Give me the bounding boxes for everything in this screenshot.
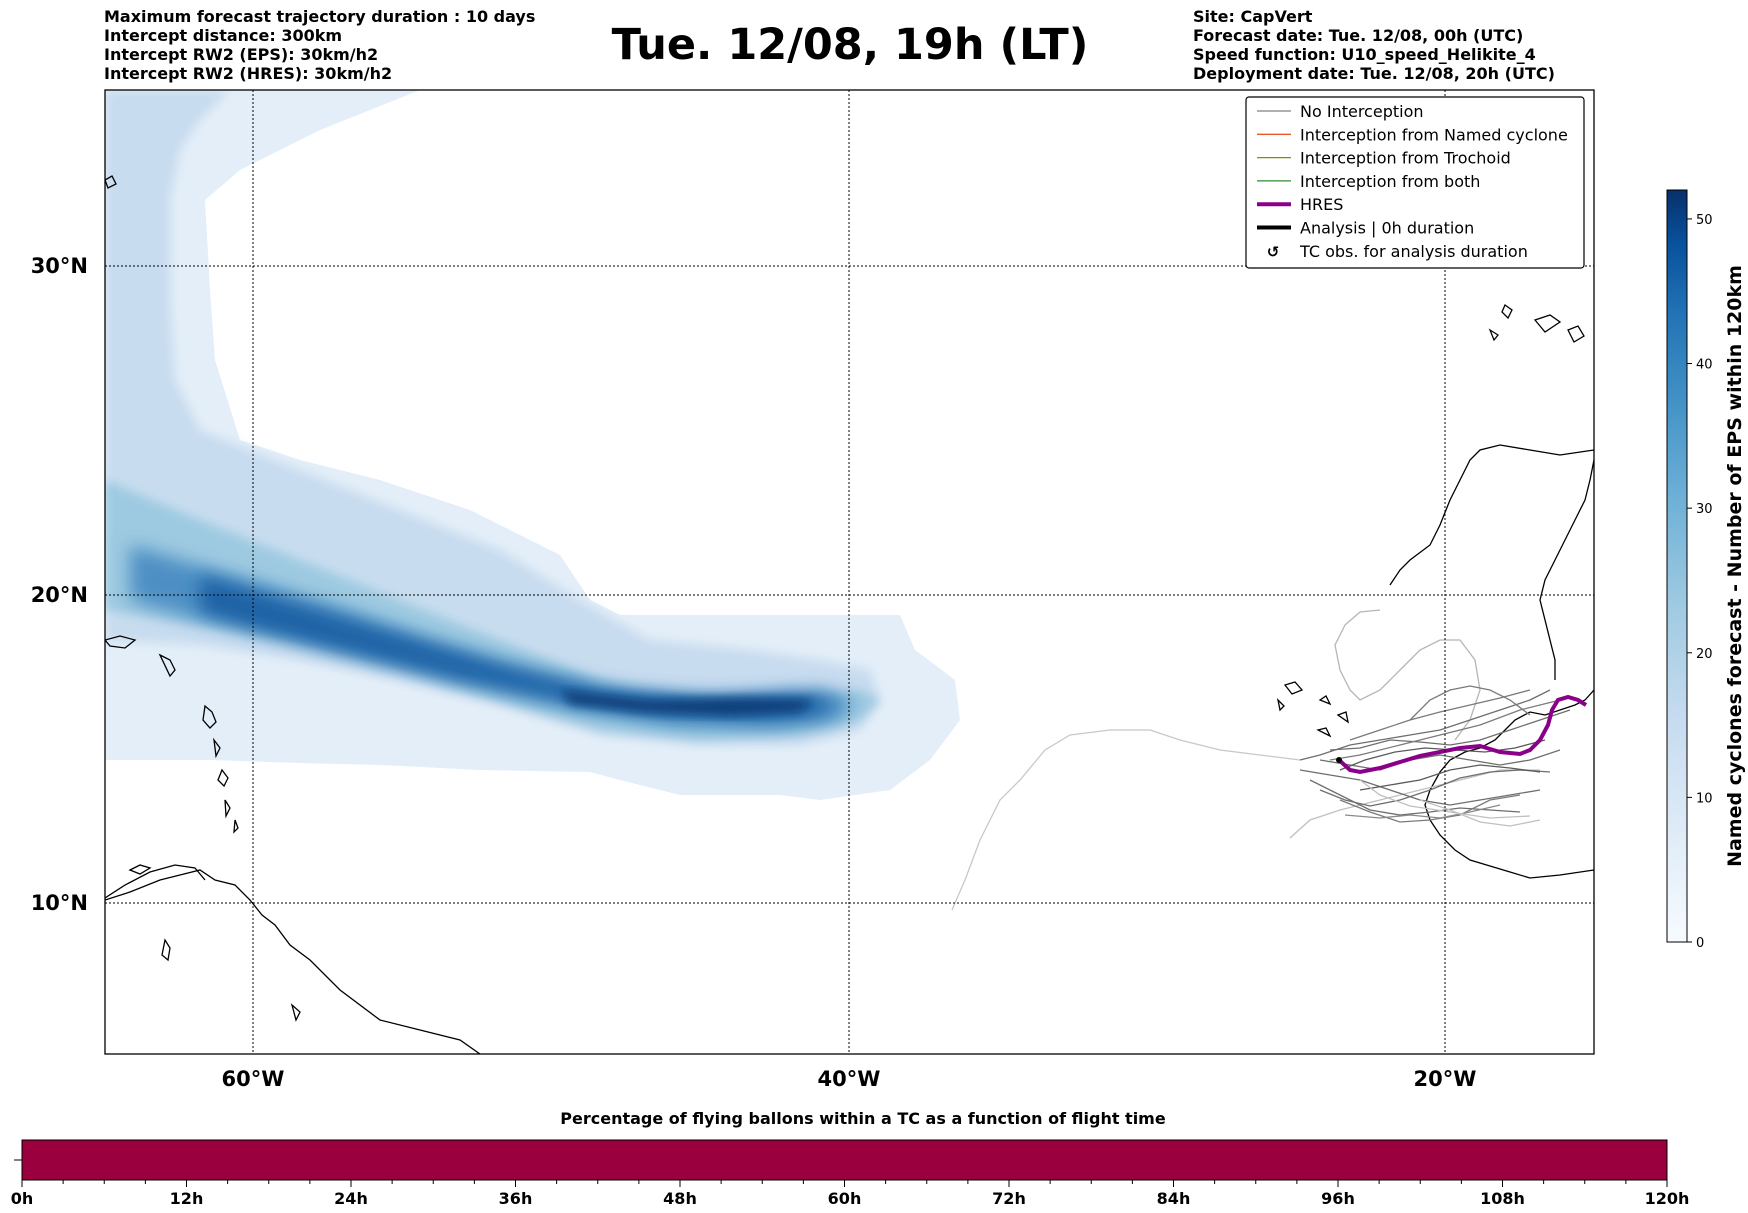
lon-label-60w: 60°W	[222, 1067, 285, 1091]
colorbar: 0 10 20 30 40 50 Named cyclones forecast - Nu…	[1666, 189, 1746, 951]
tc-percentage-bar: Percentage of flying ballons within a TC…	[11, 1109, 1690, 1208]
map-area: 30°N 20°N 10°N 60°W 40°W 20°W	[31, 89, 1595, 1091]
legend-item: Interception from Trochoid	[1257, 149, 1511, 168]
progress-bar-tick-label: 24h	[334, 1189, 368, 1208]
progress-bar-tick-label: 36h	[499, 1189, 533, 1208]
colorbar-tick-label: 10	[1696, 791, 1713, 806]
colorbar-tick-label: 40	[1696, 358, 1713, 373]
header-right-info: Site: CapVert Forecast date: Tue. 12/08, …	[1193, 7, 1555, 83]
legend-item: Interception from Named cyclone	[1257, 125, 1568, 144]
header-right-line: Forecast date: Tue. 12/08, 00h (UTC)	[1193, 26, 1524, 45]
header-left-info: Maximum forecast trajectory duration : 1…	[104, 7, 535, 83]
cyclone-density-field	[105, 90, 960, 800]
colorbar-tick-label: 50	[1696, 213, 1713, 228]
progress-bar-tick-label: 108h	[1480, 1189, 1525, 1208]
legend-label: Interception from Named cyclone	[1300, 125, 1568, 144]
header-right-line: Site: CapVert	[1193, 7, 1313, 26]
progress-bar-tick-label: 120h	[1645, 1189, 1690, 1208]
header-left-line: Maximum forecast trajectory duration : 1…	[104, 7, 536, 26]
legend-label: HRES	[1300, 195, 1343, 214]
progress-bar-tick-label: 96h	[1321, 1189, 1355, 1208]
legend: No Interception Interception from Named c…	[1245, 96, 1585, 269]
legend-label: Analysis | 0h duration	[1300, 219, 1474, 238]
colorbar-label: Named cyclones forecast - Number of EPS …	[1724, 265, 1746, 867]
header-right-line: Deployment date: Tue. 12/08, 20h (UTC)	[1193, 64, 1555, 83]
progress-bar-tick-label: 72h	[992, 1189, 1026, 1208]
coastlines	[105, 175, 1594, 1054]
progress-bar-tick-label: 84h	[1157, 1189, 1191, 1208]
legend-item: Analysis | 0h duration	[1257, 219, 1474, 238]
legend-label: TC obs. for analysis duration	[1299, 242, 1528, 261]
lon-label-20w: 20°W	[1414, 1067, 1477, 1091]
colorbar-tick-label: 30	[1696, 502, 1713, 517]
header-left-line: Intercept RW2 (HRES): 30km/h2	[104, 64, 393, 83]
main-title: Tue. 12/08, 19h (LT)	[611, 20, 1089, 70]
progress-bar-title: Percentage of flying ballons within a TC…	[560, 1109, 1166, 1128]
progress-bar-tick-label: 12h	[170, 1189, 204, 1208]
lat-label-20n: 20°N	[31, 583, 88, 607]
header-left-line: Intercept RW2 (EPS): 30km/h2	[104, 45, 379, 64]
progress-bar-tick-label: 0h	[11, 1189, 34, 1208]
colorbar-tick-label: 0	[1696, 936, 1704, 951]
legend-item: HRES	[1257, 195, 1343, 214]
legend-label: Interception from Trochoid	[1300, 149, 1511, 168]
legend-label: Interception from both	[1300, 172, 1480, 191]
progress-bar-tick-label: 48h	[663, 1189, 697, 1208]
progress-bar-fill	[22, 1140, 1667, 1180]
lat-label-30n: 30°N	[31, 254, 88, 278]
legend-item: Interception from both	[1257, 172, 1480, 191]
colorbar-tick-label: 20	[1696, 647, 1713, 662]
cyclone-icon: ↺	[1267, 243, 1280, 261]
legend-label: No Interception	[1300, 102, 1424, 121]
progress-bar-tick-label: 60h	[828, 1189, 862, 1208]
trajectories	[951, 609, 1588, 911]
legend-item: ↺ TC obs. for analysis duration	[1267, 242, 1528, 261]
header-right-line: Speed function: U10_speed_Helikite_4	[1193, 45, 1536, 64]
lon-label-40w: 40°W	[818, 1067, 881, 1091]
legend-item: No Interception	[1257, 102, 1424, 121]
header-left-line: Intercept distance: 300km	[104, 26, 343, 45]
lat-label-10n: 10°N	[31, 891, 88, 915]
